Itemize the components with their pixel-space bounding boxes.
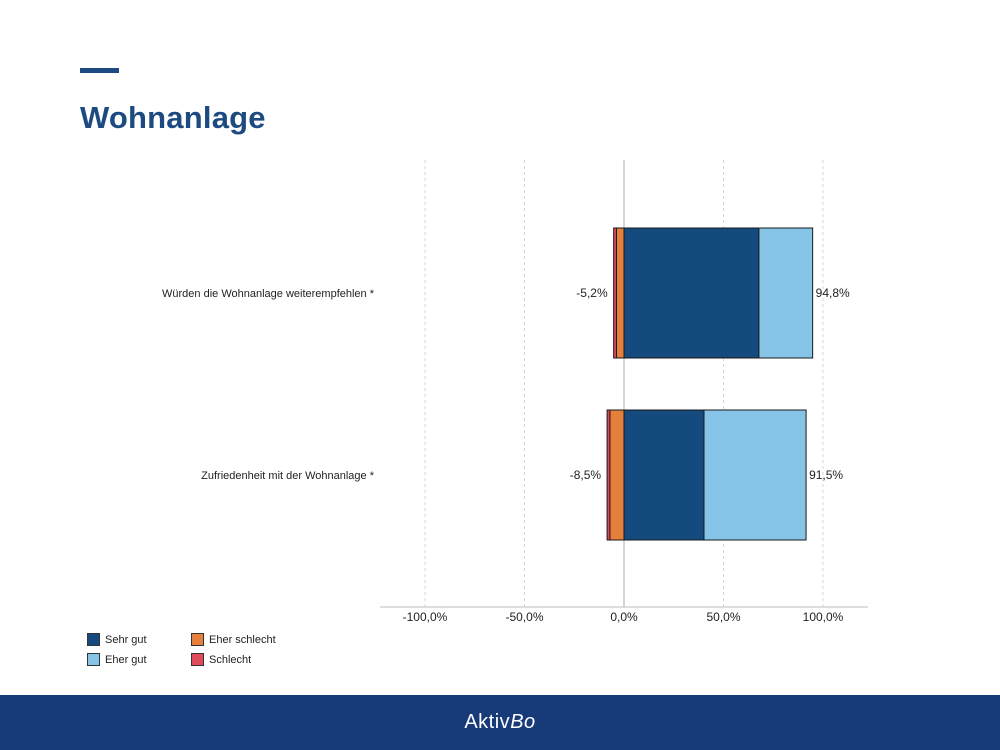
legend-swatch-sehr-gut	[87, 633, 100, 646]
bar-segment	[758, 227, 814, 359]
bar-segment	[606, 409, 611, 541]
chart-legend: Sehr gut Eher schlecht Eher gut Schlecht	[87, 633, 317, 673]
brand-logo-regular: Aktiv	[464, 711, 511, 733]
category-label: Würden die Wohnanlage weiterempfehlen *	[162, 288, 375, 300]
category-label: Zufriedenheit mit der Wohnanlage *	[201, 470, 375, 482]
positive-total-label: 91,5%	[809, 468, 843, 482]
x-tick-label: 0,0%	[610, 610, 638, 624]
negative-total-label: -5,2%	[576, 286, 608, 300]
x-tick-label: -50,0%	[505, 610, 543, 624]
legend-item-sehr-gut: Sehr gut	[87, 633, 147, 646]
legend-swatch-schlecht	[191, 653, 204, 666]
legend-item-eher-schlecht: Eher schlecht	[191, 633, 276, 646]
bar-segment	[703, 409, 807, 541]
title-accent-line	[80, 68, 119, 73]
legend-label-sehr-gut: Sehr gut	[105, 633, 147, 646]
bar-segment	[623, 409, 705, 541]
legend-item-eher-gut: Eher gut	[87, 653, 147, 666]
x-tick-label: 50,0%	[706, 610, 740, 624]
legend-item-schlecht: Schlecht	[191, 653, 251, 666]
brand-logo-italic: Bo	[510, 711, 536, 733]
brand-logo: AktivBo	[464, 711, 535, 734]
bar-segment	[623, 227, 760, 359]
stacked-bar-chart: -100,0% -50,0% 0,0% 50,0% 100,0% Würden die W…	[162, 160, 868, 624]
bar-segment	[615, 227, 625, 359]
legend-swatch-eher-gut	[87, 653, 100, 666]
x-tick-label: -100,0%	[403, 610, 448, 624]
legend-swatch-eher-schlecht	[191, 633, 204, 646]
footer-bar: AktivBo	[0, 695, 1000, 750]
x-tick-label: 100,0%	[803, 610, 844, 624]
page-title: Wohnanlage	[80, 100, 266, 135]
bar-segment	[613, 227, 617, 359]
legend-label-eher-gut: Eher gut	[105, 653, 147, 666]
bar-segment	[609, 409, 625, 541]
negative-total-label: -8,5%	[570, 468, 602, 482]
legend-label-schlecht: Schlecht	[209, 653, 252, 666]
positive-total-label: 94,8%	[816, 286, 850, 300]
legend-label-eher-schlecht: Eher schlecht	[209, 633, 276, 646]
